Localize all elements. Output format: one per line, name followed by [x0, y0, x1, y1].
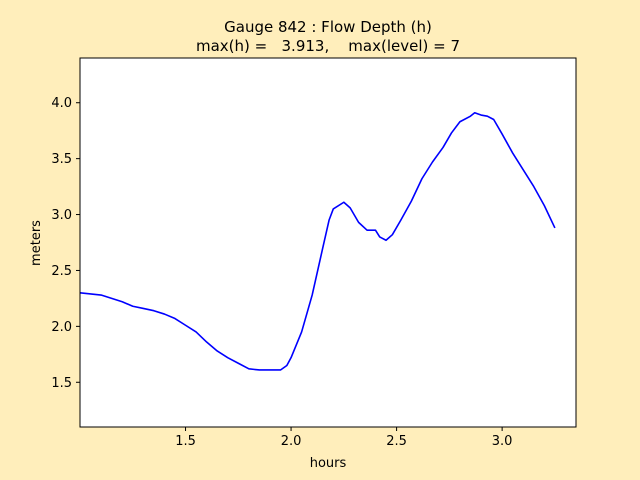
x-tick-label: 1.5	[175, 434, 196, 449]
chart-subtitle: max(h) = 3.913, max(level) = 7	[196, 37, 460, 55]
x-tick-label: 3.0	[492, 434, 513, 449]
y-ticks: 1.5 2.0 2.5 3.0 3.5 4.0	[51, 96, 80, 391]
chart-title: Gauge 842 : Flow Depth (h)	[224, 18, 432, 36]
plot-area	[80, 58, 576, 427]
y-tick-label: 2.5	[51, 264, 72, 279]
y-tick-label: 1.5	[51, 376, 72, 391]
x-tick-label: 2.5	[386, 434, 407, 449]
axes-frame	[79, 57, 577, 428]
series-line-0	[79, 111, 556, 371]
y-tick-label: 3.0	[51, 208, 72, 223]
y-tick-label: 4.0	[51, 96, 72, 111]
series-layer	[79, 111, 556, 371]
y-tick-label: 3.5	[51, 152, 72, 167]
y-tick-label: 2.0	[51, 320, 72, 335]
x-axis-label: hours	[310, 456, 347, 471]
y-axis-label: meters	[29, 220, 44, 266]
x-tick-label: 2.0	[281, 434, 302, 449]
x-ticks: 1.5 2.0 2.5 3.0	[175, 427, 512, 449]
